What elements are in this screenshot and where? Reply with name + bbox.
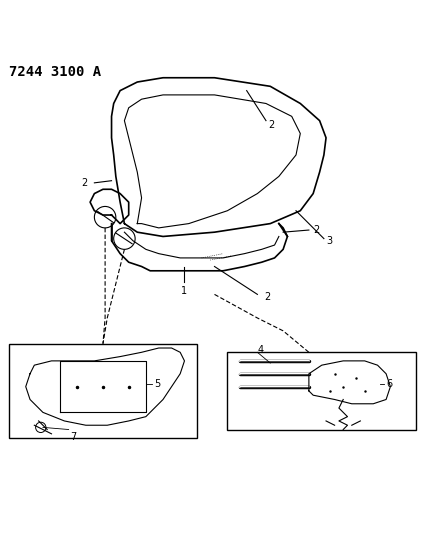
Bar <box>227 352 416 430</box>
Text: 4: 4 <box>257 345 263 355</box>
Text: 3: 3 <box>326 236 332 246</box>
Text: 7244 3100 A: 7244 3100 A <box>9 65 101 79</box>
Text: 2: 2 <box>313 225 320 235</box>
Text: 2: 2 <box>82 178 88 188</box>
Text: 5: 5 <box>154 379 161 390</box>
Text: 7: 7 <box>70 432 76 442</box>
Text: 2: 2 <box>264 292 270 302</box>
Bar <box>9 344 197 438</box>
Text: 1: 1 <box>181 286 187 296</box>
Text: 6: 6 <box>386 379 392 390</box>
Text: 2: 2 <box>268 120 275 130</box>
